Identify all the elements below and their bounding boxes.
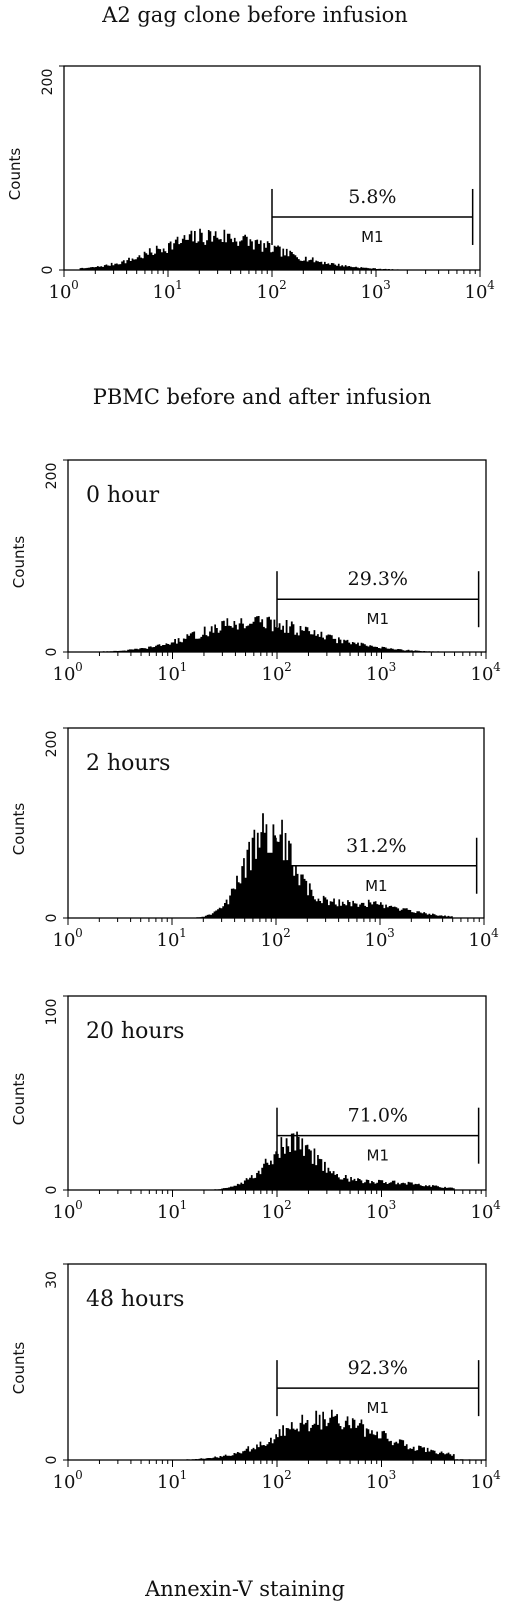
gate-percent: 71.0% (348, 1105, 408, 1127)
y-axis-label: Counts (10, 1342, 28, 1395)
x-tick-label: 10 (366, 1202, 389, 1223)
x-tick-exponent: 4 (493, 1198, 501, 1212)
gate-name: M1 (367, 1399, 390, 1417)
x-tick-label: 10 (153, 282, 176, 303)
x-tick-exponent: 3 (383, 278, 391, 292)
gate-percent: 29.3% (348, 568, 408, 590)
x-tick-label: 10 (471, 664, 494, 685)
gate-percent: 92.3% (348, 1357, 408, 1379)
panel-label: 48 hours (86, 1287, 184, 1312)
x-tick-label: 10 (465, 282, 488, 303)
x-tick-exponent: 2 (284, 660, 292, 674)
gate-name: M1 (365, 877, 388, 895)
x-tick-exponent: 2 (279, 278, 287, 292)
x-tick-exponent: 3 (389, 660, 397, 674)
y-tick-label: 0 (40, 266, 56, 275)
x-tick-exponent: 2 (283, 926, 291, 940)
x-tick-exponent: 2 (284, 1198, 292, 1212)
x-tick-exponent: 3 (387, 926, 395, 940)
x-tick-label: 10 (157, 1202, 180, 1223)
x-tick-exponent: 3 (389, 1468, 397, 1482)
x-tick-label: 10 (262, 664, 285, 685)
heading-top: A2 gag clone before infusion (101, 3, 408, 27)
y-axis-label: Counts (10, 803, 28, 856)
panel-label: 0 hour (86, 483, 160, 508)
histogram-fill (68, 616, 486, 652)
x-tick-exponent: 4 (493, 1468, 501, 1482)
panel-label: 20 hours (86, 1019, 184, 1044)
y-tick-label: 200 (44, 463, 60, 490)
x-tick-exponent: 1 (180, 660, 188, 674)
x-tick-label: 10 (157, 1472, 180, 1493)
y-tick-label: 0 (44, 914, 60, 923)
y-tick-label: 0 (44, 648, 60, 657)
panel-label: 2 hours (86, 751, 170, 776)
y-tick-label: 200 (44, 731, 60, 758)
x-tick-exponent: 1 (175, 278, 183, 292)
x-tick-exponent: 0 (75, 1468, 83, 1482)
x-tick-label: 10 (53, 1472, 76, 1493)
x-tick-exponent: 1 (179, 926, 187, 940)
heading-mid: PBMC before and after infusion (93, 385, 431, 409)
x-tick-exponent: 4 (493, 660, 501, 674)
x-tick-label: 10 (262, 1202, 285, 1223)
histogram-fill (68, 1409, 486, 1460)
x-tick-label: 10 (471, 1472, 494, 1493)
y-tick-label: 0 (44, 1186, 60, 1195)
x-tick-label: 10 (53, 664, 76, 685)
x-tick-label: 10 (261, 930, 284, 951)
x-tick-label: 10 (157, 930, 180, 951)
x-tick-exponent: 0 (75, 1198, 83, 1212)
x-tick-label: 10 (366, 1472, 389, 1493)
y-axis-label: Counts (10, 1073, 28, 1126)
x-tick-label: 10 (471, 1202, 494, 1223)
x-tick-label: 10 (361, 282, 384, 303)
y-axis-label: Counts (6, 148, 24, 201)
y-axis-label: Counts (10, 536, 28, 589)
x-tick-exponent: 2 (284, 1468, 292, 1482)
y-tick-label: 200 (40, 69, 56, 96)
x-tick-exponent: 0 (75, 660, 83, 674)
x-tick-label: 10 (469, 930, 492, 951)
x-tick-label: 10 (365, 930, 388, 951)
x-tick-exponent: 1 (180, 1198, 188, 1212)
gate-name: M1 (361, 228, 384, 246)
x-tick-label: 10 (262, 1472, 285, 1493)
x-tick-exponent: 3 (389, 1198, 397, 1212)
x-axis-label: Annexin-V staining (144, 1577, 345, 1601)
gate-percent: 5.8% (348, 186, 396, 208)
x-tick-exponent: 0 (71, 278, 79, 292)
y-tick-label: 30 (44, 1271, 60, 1289)
x-tick-label: 10 (53, 1202, 76, 1223)
x-tick-exponent: 0 (75, 926, 83, 940)
x-tick-label: 10 (53, 930, 76, 951)
x-tick-label: 10 (366, 664, 389, 685)
y-tick-label: 100 (44, 999, 60, 1026)
x-tick-exponent: 4 (487, 278, 495, 292)
y-tick-label: 0 (44, 1456, 60, 1465)
x-tick-label: 10 (257, 282, 280, 303)
x-tick-exponent: 1 (180, 1468, 188, 1482)
x-tick-label: 10 (49, 282, 72, 303)
gate-name: M1 (367, 1147, 390, 1165)
gate-percent: 31.2% (346, 835, 406, 857)
gate-name: M1 (367, 610, 390, 628)
histogram-fill (64, 228, 480, 270)
x-tick-label: 10 (157, 664, 180, 685)
x-tick-exponent: 4 (491, 926, 499, 940)
